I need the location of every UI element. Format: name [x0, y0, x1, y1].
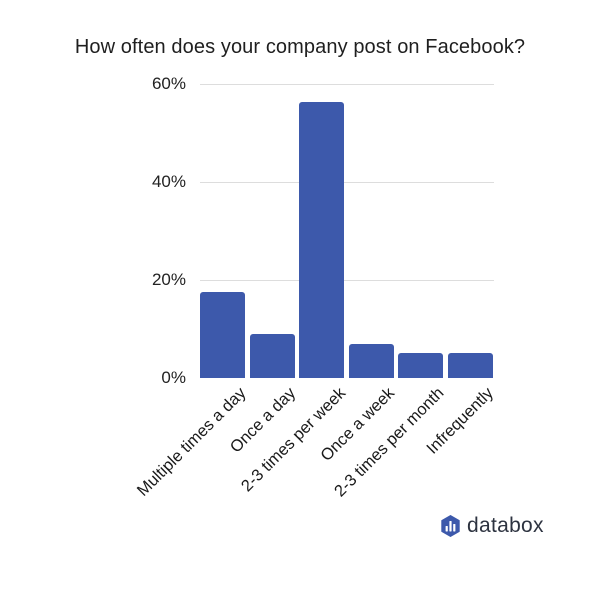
chart-title: How often does your company post on Face…	[74, 36, 526, 58]
bar	[249, 334, 295, 378]
bar	[348, 343, 394, 378]
bar	[398, 352, 443, 378]
databox-hexagon-bars-icon	[441, 515, 460, 537]
gridline-60	[200, 84, 494, 85]
bar	[200, 292, 245, 378]
gridline-40	[200, 182, 494, 183]
gridline-20	[200, 280, 494, 281]
bar	[447, 352, 493, 378]
y-tick-60: 60%	[151, 74, 186, 93]
y-tick-20: 20%	[151, 270, 186, 289]
bar	[299, 102, 344, 378]
plot-area	[200, 84, 494, 378]
y-tick-40: 40%	[151, 172, 186, 191]
databox-logo-text: databox	[467, 514, 544, 537]
y-tick-0: 0%	[161, 368, 186, 387]
databox-logo: databox	[441, 514, 544, 538]
